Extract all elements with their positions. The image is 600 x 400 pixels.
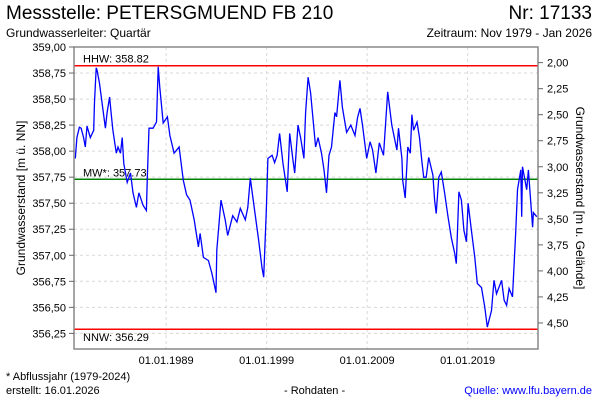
station-number: Nr: 17133 xyxy=(508,3,592,24)
y-right-tick-label: 3,75 xyxy=(547,240,568,252)
x-tick-label: 01.01.1999 xyxy=(239,355,294,367)
source-link[interactable]: Quelle: www.lfu.bayern.de xyxy=(464,385,592,397)
y-tick-label: 358,50 xyxy=(32,94,66,106)
grid xyxy=(74,46,538,349)
y-right-tick-label: 4,00 xyxy=(547,266,568,278)
x-tick-label: 01.01.2009 xyxy=(340,355,395,367)
y-tick-label: 356,75 xyxy=(32,276,66,288)
y-tick-label: 358,25 xyxy=(32,120,66,132)
y-tick-label: 357,50 xyxy=(32,198,66,210)
y-axis-label-left: Grundwasserstand [m ü. NN] xyxy=(14,121,28,276)
y-tick-label: 356,50 xyxy=(32,302,66,314)
plot-frame xyxy=(73,46,539,350)
x-tick-label: 01.01.2019 xyxy=(440,355,495,367)
period-label: Zeitraum: Nov 1979 - Jan 2026 xyxy=(426,26,592,40)
rawdata-label: - Rohdaten - xyxy=(284,385,346,397)
footnote: * Abflussjahr (1979-2024) xyxy=(6,371,131,383)
y-right-tick-label: 2,75 xyxy=(547,136,568,148)
y-axis-label-right: Grundwasserstand [m u. Gelände] xyxy=(573,107,587,290)
reference-line-label: NNW: 356.29 xyxy=(83,332,149,344)
axes: 359,00 358,75 358,50 358,25 358,00 357,75 357,… xyxy=(32,42,568,367)
y-right-tick-label: 4,50 xyxy=(547,318,568,330)
series-line xyxy=(74,66,538,328)
created-date: erstellt: 16.01.2026 xyxy=(6,385,100,397)
y-right-tick-label: 3,00 xyxy=(547,162,568,174)
station-title: Messstelle: PETERSGMUEND FB 210 xyxy=(6,3,334,24)
y-tick-label: 357,00 xyxy=(32,250,66,262)
aquifer-label: Grundwasserleiter: Quartär xyxy=(6,26,151,40)
y-right-tick-label: 2,25 xyxy=(547,84,568,96)
y-right-tick-label: 3,50 xyxy=(547,214,568,226)
y-right-tick-label: 2,00 xyxy=(547,58,568,70)
y-tick-label: 356,25 xyxy=(32,328,66,340)
reference-lines: HHW: 358.82 MW*: 357.73 NNW: 356.29 xyxy=(74,54,538,344)
y-right-tick-label: 2,50 xyxy=(547,110,568,122)
y-right-tick-label: 3,25 xyxy=(547,188,568,200)
reference-line-label: MW*: 357.73 xyxy=(83,167,147,179)
y-tick-label: 357,25 xyxy=(32,224,66,236)
x-tick-label: 01.01.1989 xyxy=(139,355,194,367)
y-tick-label: 359,00 xyxy=(32,42,66,54)
reference-line-label: HHW: 358.82 xyxy=(83,54,149,66)
y-right-tick-label: 4,25 xyxy=(547,292,568,304)
y-tick-label: 357,75 xyxy=(32,172,66,184)
y-tick-label: 358,00 xyxy=(32,146,66,158)
y-tick-label: 358,75 xyxy=(32,68,66,80)
